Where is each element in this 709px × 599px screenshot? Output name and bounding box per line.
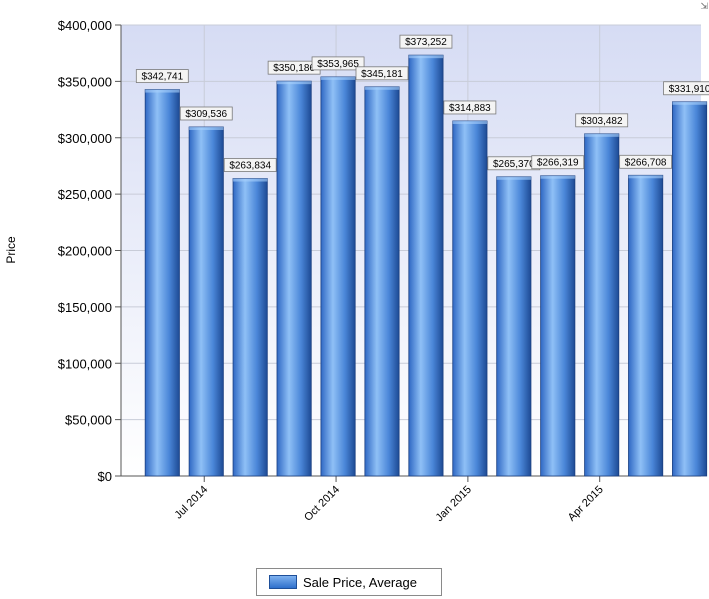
x-tick-label: Jan 2015 (434, 484, 474, 524)
legend-label: Sale Price, Average (303, 574, 417, 590)
bar-top (628, 175, 663, 179)
bar (364, 86, 400, 477)
data-label-text: $373,252 (405, 37, 447, 48)
legend-swatch (269, 575, 297, 589)
resize-icon[interactable]: ⇲ (700, 2, 708, 12)
bar (276, 80, 312, 477)
bar (320, 76, 356, 477)
bar (496, 176, 532, 477)
bar (452, 120, 488, 477)
bar-top (276, 81, 312, 85)
y-tick-label: $150,000 (58, 300, 112, 315)
bar-top (145, 89, 180, 93)
y-tick-label: $400,000 (58, 18, 112, 33)
data-label: $265,370 (487, 156, 541, 171)
bar-top (233, 178, 268, 182)
bar-top (496, 176, 531, 180)
y-tick-label: $300,000 (58, 131, 112, 146)
data-label-box (135, 69, 189, 83)
data-label-box (399, 34, 453, 49)
bar (584, 133, 620, 477)
data-label-box (311, 56, 365, 71)
x-tick-label: Apr 2015 (566, 484, 606, 524)
data-label: $345,181 (355, 66, 409, 81)
bar-top (452, 120, 488, 124)
data-labels: $342,741 $309,536 $263,834 $350,186 $353,965… (135, 34, 709, 172)
bar (672, 101, 708, 477)
bars (144, 54, 708, 477)
y-tick-label: $50,000 (65, 413, 112, 428)
bar-top (672, 101, 707, 105)
data-label-box (663, 81, 709, 96)
data-label: $303,482 (575, 113, 629, 128)
data-label-text: $353,965 (317, 59, 359, 70)
bar (540, 175, 576, 477)
data-label-text: $342,741 (141, 72, 183, 83)
data-label-box (179, 106, 233, 121)
y-tick-label: $350,000 (58, 74, 112, 89)
data-label-box (531, 155, 585, 170)
bar-top (320, 76, 356, 80)
data-label: $342,741 (135, 69, 189, 83)
data-label: $314,883 (443, 100, 497, 115)
data-label: $266,319 (531, 155, 585, 170)
bar-top (408, 55, 444, 59)
bar (408, 54, 444, 477)
legend: Sale Price, Average (256, 568, 442, 596)
bar (188, 126, 224, 477)
bar (144, 89, 180, 477)
data-label: $263,834 (223, 158, 277, 172)
data-label-text: $309,536 (185, 109, 227, 120)
data-label-box (223, 158, 277, 172)
data-label-text: $314,883 (449, 103, 491, 114)
chart: $0 $50,000 $100,000 $150,000 $200,000 $250,00… (4, 18, 709, 524)
y-tick-label: $250,000 (58, 187, 112, 202)
bar-top (189, 126, 224, 130)
y-axis-label: Price (4, 236, 18, 264)
bar-top (364, 86, 400, 90)
data-label: $331,910 (663, 81, 709, 96)
data-label-box (575, 113, 629, 128)
data-label-text: $266,708 (625, 157, 667, 168)
y-tick-label: $200,000 (58, 244, 112, 259)
x-tick-label: Oct 2014 (302, 484, 342, 524)
data-label: $353,965 (311, 56, 365, 71)
data-label-text: $263,834 (229, 161, 271, 172)
data-label-text: $266,319 (537, 158, 579, 169)
data-label-box (619, 154, 673, 169)
data-label-text: $331,910 (669, 84, 709, 95)
bar (628, 174, 664, 477)
data-label-text: $350,186 (273, 63, 315, 74)
data-label-text: $303,482 (581, 116, 623, 127)
bar-top (584, 133, 619, 137)
data-label: $309,536 (179, 106, 233, 121)
y-tick-label: $100,000 (58, 356, 112, 371)
bar (232, 178, 268, 477)
x-tick-label: Jul 2014 (172, 484, 210, 522)
data-label: $266,708 (619, 154, 673, 169)
y-tick-label: $0 (98, 469, 112, 484)
data-label: $373,252 (399, 34, 453, 49)
data-label-box (355, 66, 409, 81)
bar-top (540, 175, 575, 179)
data-label-text: $345,181 (361, 69, 403, 80)
data-label-text: $265,370 (493, 159, 535, 170)
data-label-box (443, 100, 497, 115)
